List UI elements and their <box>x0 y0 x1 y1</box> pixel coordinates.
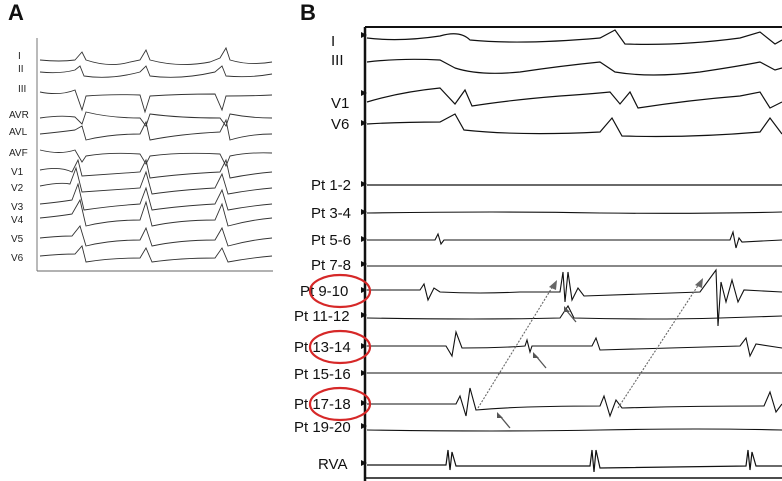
lead-label-v6: V6 <box>11 253 24 264</box>
panel-b-letter: B <box>300 0 316 25</box>
surface-label-v6: V6 <box>331 116 350 133</box>
trace-a-avf <box>39 149 273 168</box>
trace-a-v1 <box>39 158 273 179</box>
trace-b-pt13-14 <box>367 329 782 358</box>
channel-label-rva: RVA <box>318 456 348 473</box>
trace-a-i <box>39 46 273 65</box>
circle-pt-9-10 <box>308 273 372 309</box>
lead-label-avf: AVF <box>9 148 28 159</box>
channel-label-pt-13-14: Pt 13-14 <box>294 339 351 356</box>
surface-label-i: I <box>331 33 336 50</box>
panel-b-ecg <box>361 26 782 481</box>
panel-a-letter: A <box>8 0 24 25</box>
trace-b-v1 <box>366 87 782 109</box>
channel-label-pt-11-12: Pt 11-12 <box>294 308 350 325</box>
trace-a-v3 <box>39 182 273 211</box>
trace-a-v2 <box>39 166 273 195</box>
trace-a-v4 <box>39 198 273 227</box>
lead-label-v5: V5 <box>11 234 24 245</box>
channel-label-pt-7-8: Pt 7-8 <box>311 257 352 274</box>
channel-label-pt-3-4: Pt 3-4 <box>311 205 352 222</box>
highlight-circles <box>308 273 372 422</box>
channel-label-pt-1-2: Pt 1-2 <box>311 177 352 194</box>
channel-label-pt-15-16: Pt 15-16 <box>294 366 351 383</box>
trace-b-pt9-10 <box>367 268 782 327</box>
trace-b-rva <box>367 449 782 473</box>
circle-pt-17-18 <box>308 386 372 422</box>
trace-a-v5 <box>39 225 273 247</box>
trace-b-v6 <box>366 113 782 138</box>
trace-b-pt17-18 <box>367 387 782 418</box>
arrow-17-18-to-9-10-left <box>477 285 554 409</box>
lead-label-v4: V4 <box>11 215 24 226</box>
trace-a-avr <box>39 111 273 127</box>
circle-pt-13-14 <box>308 329 372 365</box>
lead-label-v3: V3 <box>11 202 24 213</box>
trace-b-pt11-12 <box>366 304 782 320</box>
trace-b-pt19-20 <box>366 428 782 432</box>
panel-a-ecg <box>36 38 273 272</box>
trace-a-v6 <box>39 245 273 263</box>
lead-label-ii: II <box>18 64 24 75</box>
trace-a-ii <box>39 65 273 78</box>
trace-b-iii <box>366 58 782 76</box>
channel-label-pt-5-6: Pt 5-6 <box>311 232 352 249</box>
trace-b-pt3-4 <box>366 211 782 214</box>
trace-b-pt5-6 <box>367 229 782 249</box>
trace-a-iii <box>39 89 273 114</box>
lead-label-iii: III <box>18 84 27 95</box>
trace-b-i <box>366 29 782 45</box>
lead-label-avr: AVR <box>9 110 29 121</box>
arrow-17-18-to-9-10-right <box>617 283 700 409</box>
surface-label-iii: III <box>331 52 344 69</box>
trace-a-avl <box>39 118 273 141</box>
lead-label-avl: AVL <box>9 127 28 138</box>
lead-label-v1: V1 <box>11 167 24 178</box>
lead-label-i: I <box>18 51 21 62</box>
lead-label-v2: V2 <box>11 183 24 194</box>
surface-label-v1: V1 <box>331 95 350 112</box>
channel-label-pt-17-18: Pt 17-18 <box>294 396 351 413</box>
channel-label-pt-19-20: Pt 19-20 <box>294 419 351 436</box>
